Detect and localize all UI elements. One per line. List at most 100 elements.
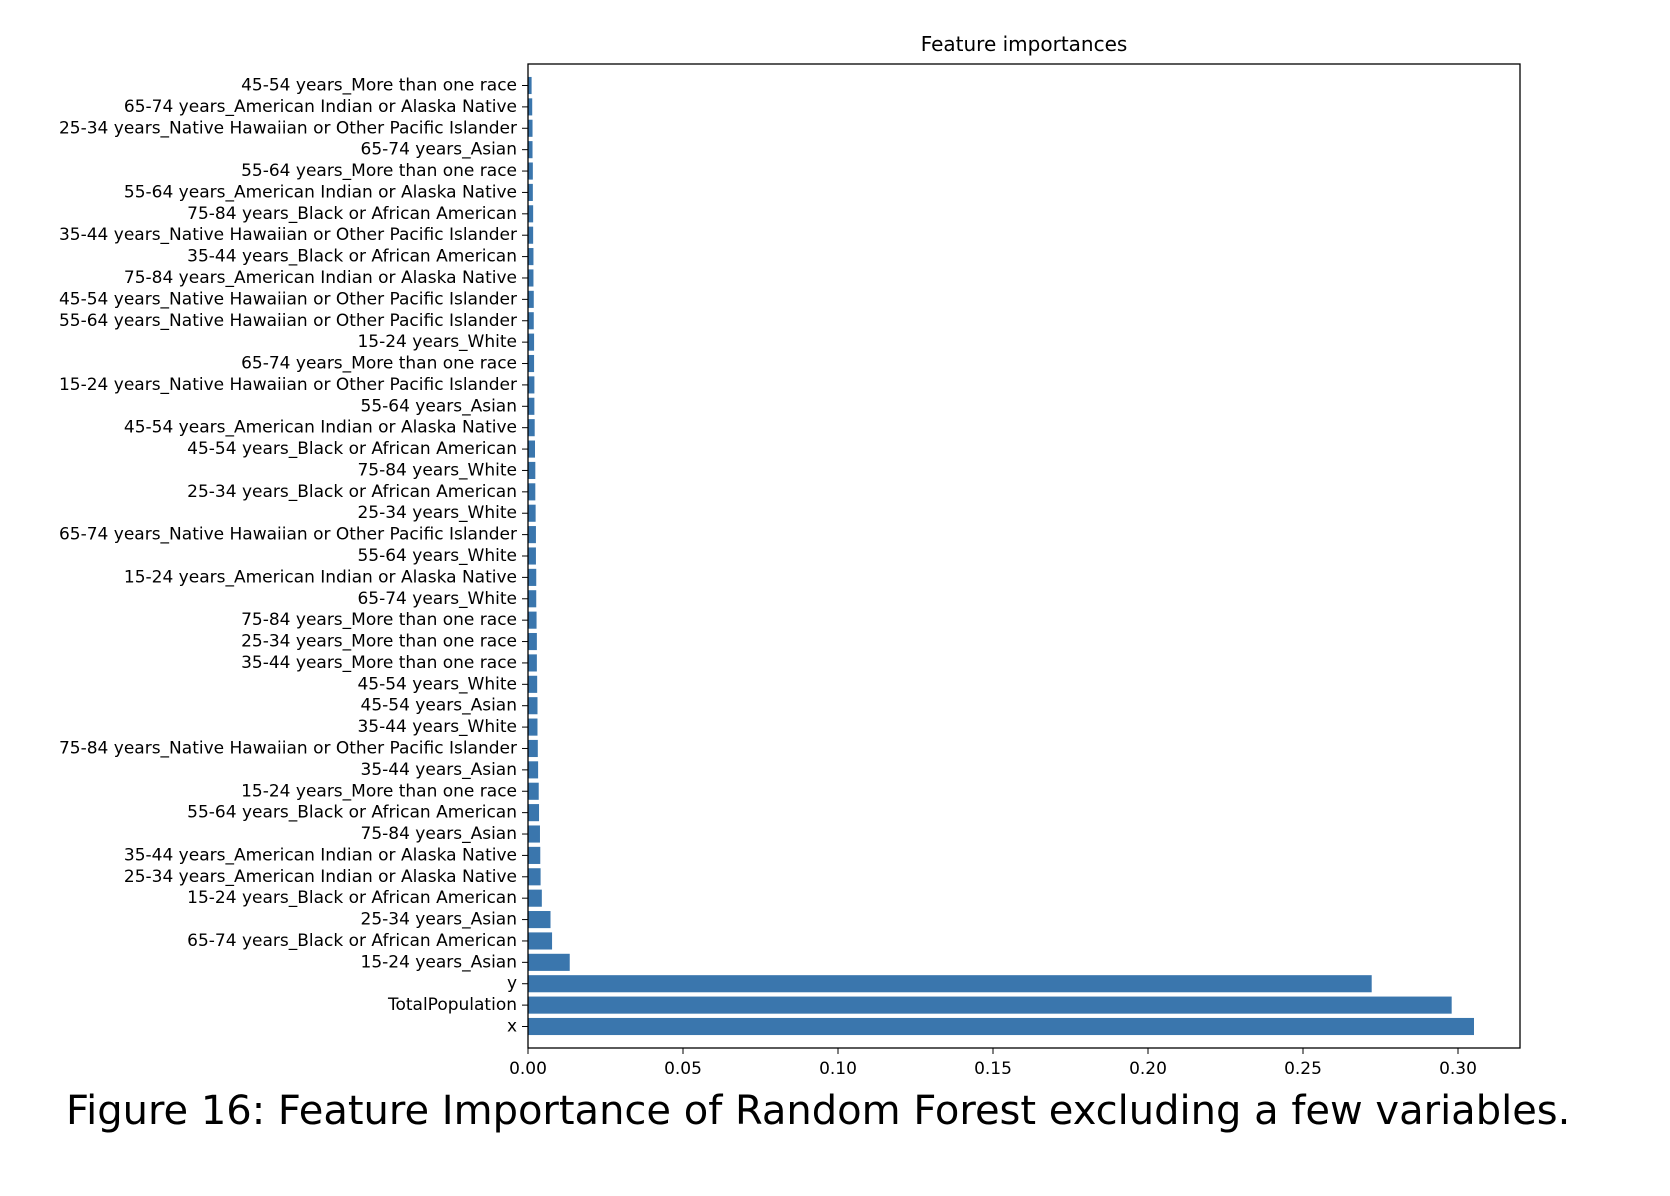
bar bbox=[528, 419, 535, 437]
bar bbox=[528, 376, 535, 394]
bar bbox=[528, 718, 538, 736]
y-tick-label: 15-24 years_Asian bbox=[361, 952, 518, 972]
bar bbox=[528, 98, 533, 116]
bar bbox=[528, 889, 542, 907]
y-tick-label: 75-84 years_Asian bbox=[361, 824, 518, 844]
bar bbox=[528, 354, 535, 373]
x-tick-label: 0.25 bbox=[1284, 1059, 1322, 1079]
y-tick-label: 65-74 years_American Indian or Alaska Na… bbox=[124, 97, 517, 117]
bar bbox=[528, 461, 536, 480]
bar bbox=[528, 119, 533, 137]
y-tick-label: 15-24 years_More than one race bbox=[241, 781, 517, 801]
bar bbox=[528, 568, 537, 586]
bar bbox=[528, 547, 536, 565]
y-tick-label: 45-54 years_Black or African American bbox=[187, 439, 517, 459]
bar bbox=[528, 290, 534, 308]
y-tick-label: 65-74 years_White bbox=[357, 589, 517, 609]
y-tick-label: 15-24 years_American Indian or Alaska Na… bbox=[124, 567, 517, 587]
y-tick-label: 55-64 years_Native Hawaiian or Other Pac… bbox=[59, 311, 517, 331]
y-tick-label: 35-44 years_Black or African American bbox=[187, 247, 517, 267]
y-tick-label: 35-44 years_Asian bbox=[361, 760, 518, 780]
chart-title: Feature importances bbox=[921, 32, 1128, 56]
bar bbox=[528, 804, 540, 822]
bar bbox=[528, 76, 532, 95]
y-tick-label: 15-24 years_Black or African American bbox=[187, 888, 517, 908]
y-tick-label: 25-34 years_Native Hawaiian or Other Pac… bbox=[59, 118, 517, 138]
bar bbox=[528, 483, 536, 501]
y-tick-label: 75-84 years_Black or African American bbox=[187, 204, 517, 224]
bar bbox=[528, 162, 533, 180]
bar bbox=[528, 269, 534, 287]
bar bbox=[528, 825, 540, 843]
y-tick-label: 25-34 years_Asian bbox=[361, 910, 518, 930]
bar bbox=[528, 226, 534, 244]
y-tick-label: 25-34 years_More than one race bbox=[241, 632, 517, 652]
y-tick-label: 75-84 years_American Indian or Alaska Na… bbox=[124, 268, 517, 288]
y-tick-label: 25-34 years_White bbox=[357, 503, 517, 523]
bar bbox=[528, 1017, 1474, 1036]
bar bbox=[528, 761, 539, 779]
y-tick-label: 15-24 years_White bbox=[357, 332, 517, 352]
bar bbox=[528, 141, 533, 159]
bar bbox=[528, 440, 536, 458]
y-tick-label: 45-54 years_American Indian or Alaska Na… bbox=[124, 418, 517, 438]
y-tick-label: 45-54 years_Native Hawaiian or Other Pac… bbox=[59, 289, 517, 309]
x-tick-label: 0.10 bbox=[819, 1059, 857, 1079]
y-tick-label: 55-64 years_More than one race bbox=[241, 161, 517, 181]
y-tick-label: 35-44 years_White bbox=[357, 717, 517, 737]
bar bbox=[528, 868, 541, 886]
x-tick-label: 0.15 bbox=[974, 1059, 1012, 1079]
y-tick-label: 35-44 years_American Indian or Alaska Na… bbox=[124, 845, 517, 865]
x-tick-label: 0.30 bbox=[1439, 1059, 1477, 1079]
y-tick-label: 35-44 years_More than one race bbox=[241, 653, 517, 673]
bar bbox=[528, 397, 535, 415]
y-tick-label: 65-74 years_More than one race bbox=[241, 354, 517, 374]
bar bbox=[528, 632, 537, 651]
bar bbox=[528, 611, 537, 629]
x-tick-label: 0.00 bbox=[509, 1059, 547, 1079]
y-tick-label: 65-74 years_Asian bbox=[361, 140, 518, 160]
y-tick-label: 75-84 years_More than one race bbox=[241, 610, 517, 630]
bar bbox=[528, 846, 541, 864]
bar bbox=[528, 996, 1452, 1014]
bar bbox=[528, 675, 538, 693]
bars-layer bbox=[528, 76, 1474, 1036]
y-tick-label: 45-54 years_More than one race bbox=[241, 76, 517, 96]
bar bbox=[528, 739, 538, 758]
bar bbox=[528, 248, 534, 266]
y-tick-label: 25-34 years_Black or African American bbox=[187, 482, 517, 502]
bar bbox=[528, 911, 551, 929]
bar bbox=[528, 697, 538, 715]
bar bbox=[528, 312, 534, 330]
x-tick-label: 0.05 bbox=[664, 1059, 702, 1079]
y-tick-label: 55-64 years_Asian bbox=[361, 396, 518, 416]
y-tick-label: 65-74 years_Black or African American bbox=[187, 931, 517, 951]
x-tick-label: 0.20 bbox=[1129, 1059, 1167, 1079]
y-tick-label: 55-64 years_White bbox=[357, 546, 517, 566]
y-tick-label: 35-44 years_Native Hawaiian or Other Pac… bbox=[59, 225, 517, 245]
bar bbox=[528, 205, 534, 223]
bar bbox=[528, 333, 535, 351]
bar bbox=[528, 932, 553, 950]
y-tick-label: 15-24 years_Native Hawaiian or Other Pac… bbox=[59, 375, 517, 395]
bar bbox=[528, 590, 537, 608]
y-tick-label: 45-54 years_White bbox=[357, 674, 517, 694]
x-axis-ticks: 0.00 0.05 0.10 0.15 0.20 0.25 0.30 bbox=[509, 1048, 1477, 1079]
bar bbox=[528, 504, 536, 522]
bar bbox=[528, 953, 570, 971]
y-tick-label: 75-84 years_Native Hawaiian or Other Pac… bbox=[59, 738, 517, 758]
bar bbox=[528, 654, 537, 672]
y-tick-label: 55-64 years_American Indian or Alaska Na… bbox=[124, 182, 517, 202]
figure-caption: Figure 16: Feature Importance of Random … bbox=[66, 1088, 1571, 1134]
bar bbox=[528, 782, 539, 800]
bar bbox=[528, 526, 536, 544]
bar bbox=[528, 975, 1372, 993]
y-tick-label: 65-74 years_Native Hawaiian or Other Pac… bbox=[59, 525, 517, 545]
y-tick-label: y bbox=[507, 974, 517, 994]
bar bbox=[528, 183, 533, 201]
plot-frame bbox=[527, 63, 1521, 1049]
y-tick-label: 45-54 years_Asian bbox=[361, 696, 518, 716]
y-tick-label: 75-84 years_White bbox=[357, 460, 517, 480]
